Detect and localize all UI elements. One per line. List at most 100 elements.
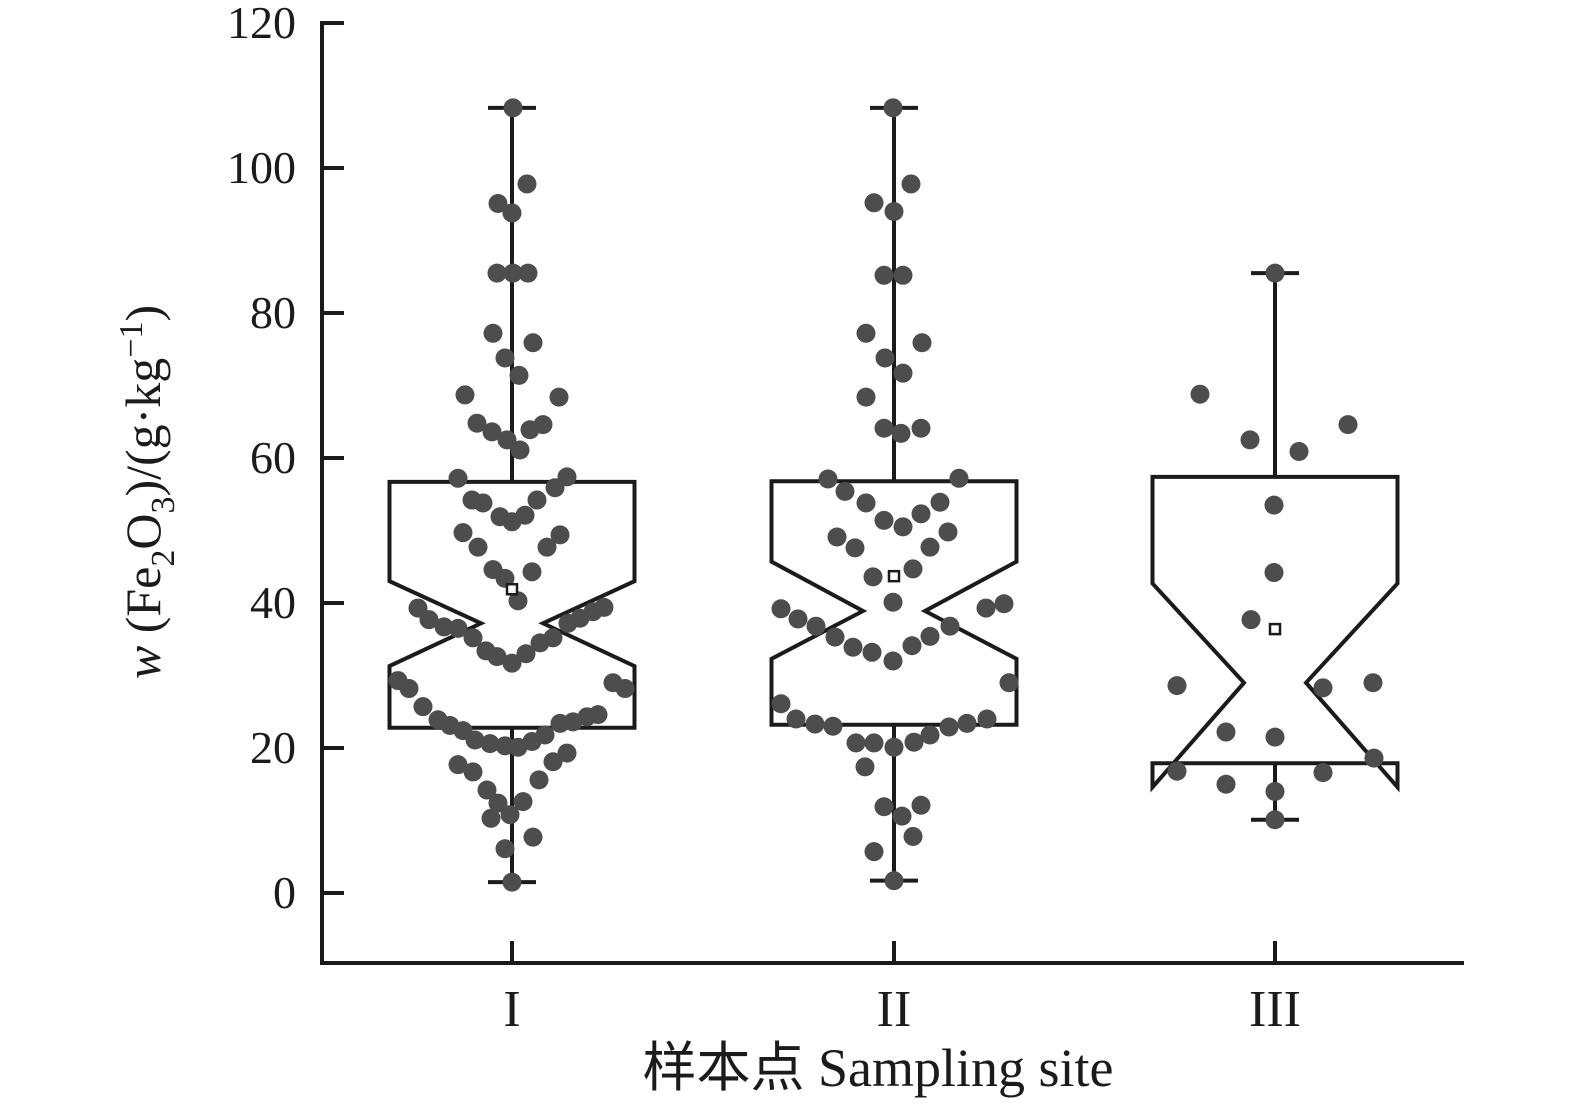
mean-marker-III (1268, 622, 1282, 636)
data-point (516, 644, 536, 664)
data-point (823, 716, 843, 736)
data-point (1313, 763, 1333, 783)
data-point (891, 423, 911, 443)
data-point (856, 493, 876, 513)
data-point (1338, 415, 1358, 435)
y-tick-label: 0 (273, 867, 296, 918)
data-point (999, 673, 1019, 693)
y-tick-label: 100 (227, 142, 296, 193)
data-point (488, 793, 508, 813)
data-point (994, 594, 1014, 614)
data-point (482, 422, 502, 442)
data-point (513, 792, 533, 812)
data-point (864, 193, 884, 213)
data-point (517, 174, 537, 194)
data-point (874, 797, 894, 817)
data-point (503, 98, 523, 118)
data-point (1265, 263, 1285, 283)
data-point (495, 348, 515, 368)
data-point (805, 714, 825, 734)
data-point (883, 592, 903, 612)
data-point (550, 525, 570, 545)
mean-marker-I (505, 582, 519, 596)
data-point (940, 616, 960, 636)
y-axis-title: w (Fe2O3)/(g·kg−1) (113, 305, 182, 679)
data-point (846, 733, 866, 753)
data-point (902, 636, 922, 656)
data-point (875, 348, 895, 368)
data-point (825, 627, 845, 647)
data-point (771, 694, 791, 714)
box-group-II (769, 105, 1019, 883)
data-point (594, 597, 614, 617)
data-point (497, 430, 517, 450)
data-point (535, 725, 555, 745)
data-point (523, 333, 543, 353)
notched-box-I (387, 479, 637, 730)
data-point (893, 265, 913, 285)
data-point (502, 872, 522, 892)
data-point (518, 263, 538, 283)
data-point (911, 418, 931, 438)
data-point (786, 709, 806, 729)
data-point (480, 734, 500, 754)
data-point (448, 755, 468, 775)
data-point (874, 418, 894, 438)
points-II (771, 98, 1019, 891)
data-point (883, 98, 903, 118)
data-point (510, 440, 530, 460)
data-point (615, 679, 635, 699)
data-point (1240, 430, 1260, 450)
data-point (1167, 761, 1187, 781)
data-point (806, 616, 826, 636)
data-point (527, 490, 547, 510)
data-point (930, 492, 950, 512)
y-tick-label: 80 (250, 287, 296, 338)
data-point (843, 637, 863, 657)
data-point (467, 413, 487, 433)
data-point (818, 469, 838, 489)
data-point (864, 842, 884, 862)
data-point (911, 795, 931, 815)
data-point (473, 493, 493, 513)
data-point (1216, 722, 1236, 742)
data-point (500, 805, 520, 825)
data-point (856, 387, 876, 407)
data-point (1313, 678, 1333, 698)
data-point (856, 323, 876, 343)
data-point (1216, 774, 1236, 794)
data-point (1289, 441, 1309, 461)
data-point (884, 737, 904, 757)
data-point (448, 468, 468, 488)
data-point (845, 538, 865, 558)
x-axis-title: 样本点 Sampling site (643, 1038, 1114, 1098)
data-point (883, 651, 903, 671)
data-point (788, 609, 808, 629)
y-tick-label: 60 (250, 432, 296, 483)
data-point (537, 537, 557, 557)
data-point (1364, 748, 1384, 768)
data-point (1264, 563, 1284, 583)
data-point (522, 562, 542, 582)
y-tick-label: 20 (250, 722, 296, 773)
data-point (920, 725, 940, 745)
data-point (911, 504, 931, 524)
data-point (903, 559, 923, 579)
data-point (549, 387, 569, 407)
data-point (864, 733, 884, 753)
data-point (434, 617, 454, 637)
data-point (884, 202, 904, 221)
data-point (863, 567, 883, 587)
data-point (862, 642, 882, 662)
data-point (976, 598, 996, 618)
notched-box-III (1150, 474, 1400, 793)
data-point (1264, 495, 1284, 515)
data-point (515, 505, 535, 525)
data-point (487, 263, 507, 283)
data-point (588, 705, 608, 725)
data-point (938, 522, 958, 542)
data-point (477, 780, 497, 800)
data-point (827, 527, 847, 547)
